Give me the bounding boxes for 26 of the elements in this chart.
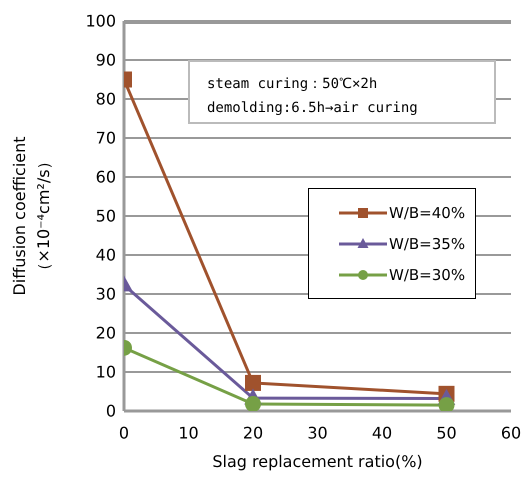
legend-label: W/B=30% <box>389 266 466 284</box>
y-tick-label: 20 <box>96 324 116 343</box>
y-tick-label: 60 <box>96 168 116 187</box>
annotation: steam curing：50℃×2h <box>207 75 378 94</box>
x-tick-label: 20 <box>242 423 264 442</box>
legend-label: W/B=40% <box>389 204 466 222</box>
note-box: steam curing：50℃×2h demolding:6.5h→air curing <box>188 60 496 124</box>
y-tick-label: 30 <box>96 284 116 304</box>
x-tick-label: 0 <box>118 423 130 442</box>
y-tick-label: 40 <box>96 246 116 265</box>
x-tick-label: 30 <box>307 423 328 442</box>
x-axis-title: Slag replacement ratio(%) <box>211 452 424 471</box>
y-tick-label: 80 <box>96 90 116 109</box>
y-axis-title: Diffusion coefficient （×10⁻⁴cm²/s） <box>9 136 54 296</box>
x-tick-label: 60 <box>500 423 522 442</box>
y-tick-label: 70 <box>96 128 116 148</box>
y-tick-label: 10 <box>96 362 116 382</box>
x-tick-label: 40 <box>372 423 392 442</box>
y-tick-label: 90 <box>96 50 116 70</box>
x-tick-label: 10 <box>178 423 199 442</box>
annotation: demolding:6.5h→air curing <box>207 99 419 118</box>
y-tick-label: 100 <box>85 12 116 31</box>
y-tick-label: 0 <box>106 402 116 421</box>
x-tick-label: 50 <box>436 423 457 442</box>
legend-label: W/B=35% <box>389 234 466 252</box>
y-tick-label: 50 <box>96 206 116 226</box>
